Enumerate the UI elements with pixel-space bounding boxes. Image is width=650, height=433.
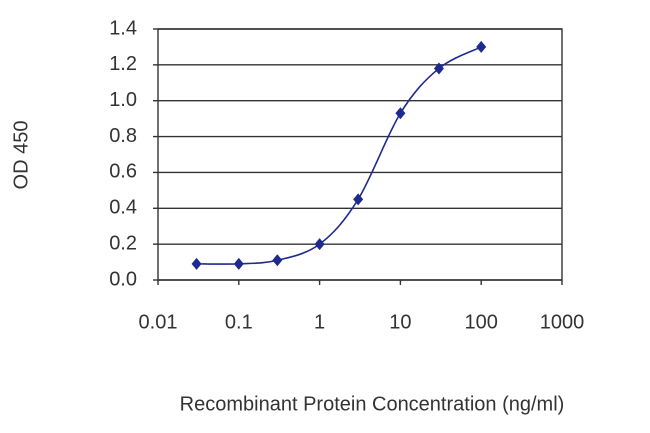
y-tick-label: 0.2	[109, 232, 137, 254]
series-line	[196, 46, 482, 265]
y-tick-label: 1.2	[109, 53, 137, 75]
y-tick-label: 0.6	[109, 161, 137, 183]
y-tick-label: 0.4	[109, 197, 137, 219]
data-point	[233, 257, 244, 270]
data-point	[191, 257, 202, 270]
x-tick-label: 0.01	[139, 311, 178, 333]
data-point	[353, 193, 364, 206]
x-tick-label: 1	[314, 311, 325, 333]
data-point	[272, 254, 283, 267]
plot-area	[157, 28, 563, 281]
x-tick-label: 1000	[540, 311, 585, 333]
x-tick-label: 0.1	[225, 311, 253, 333]
y-tick-label: 0.0	[109, 268, 137, 290]
x-axis-label: Recombinant Protein Concentration (ng/ml…	[180, 393, 565, 415]
data-point	[314, 238, 325, 251]
data-point	[433, 62, 444, 75]
x-tick-label: 10	[389, 311, 411, 333]
y-tick-label: 0.8	[109, 125, 137, 147]
y-tick-label: 1.0	[109, 89, 137, 111]
data-point	[476, 40, 487, 53]
y-tick-label: 1.4	[109, 17, 137, 39]
data-point	[395, 107, 406, 120]
x-tick-label: 100	[465, 311, 498, 333]
y-axis-label: OD 450	[10, 121, 32, 190]
